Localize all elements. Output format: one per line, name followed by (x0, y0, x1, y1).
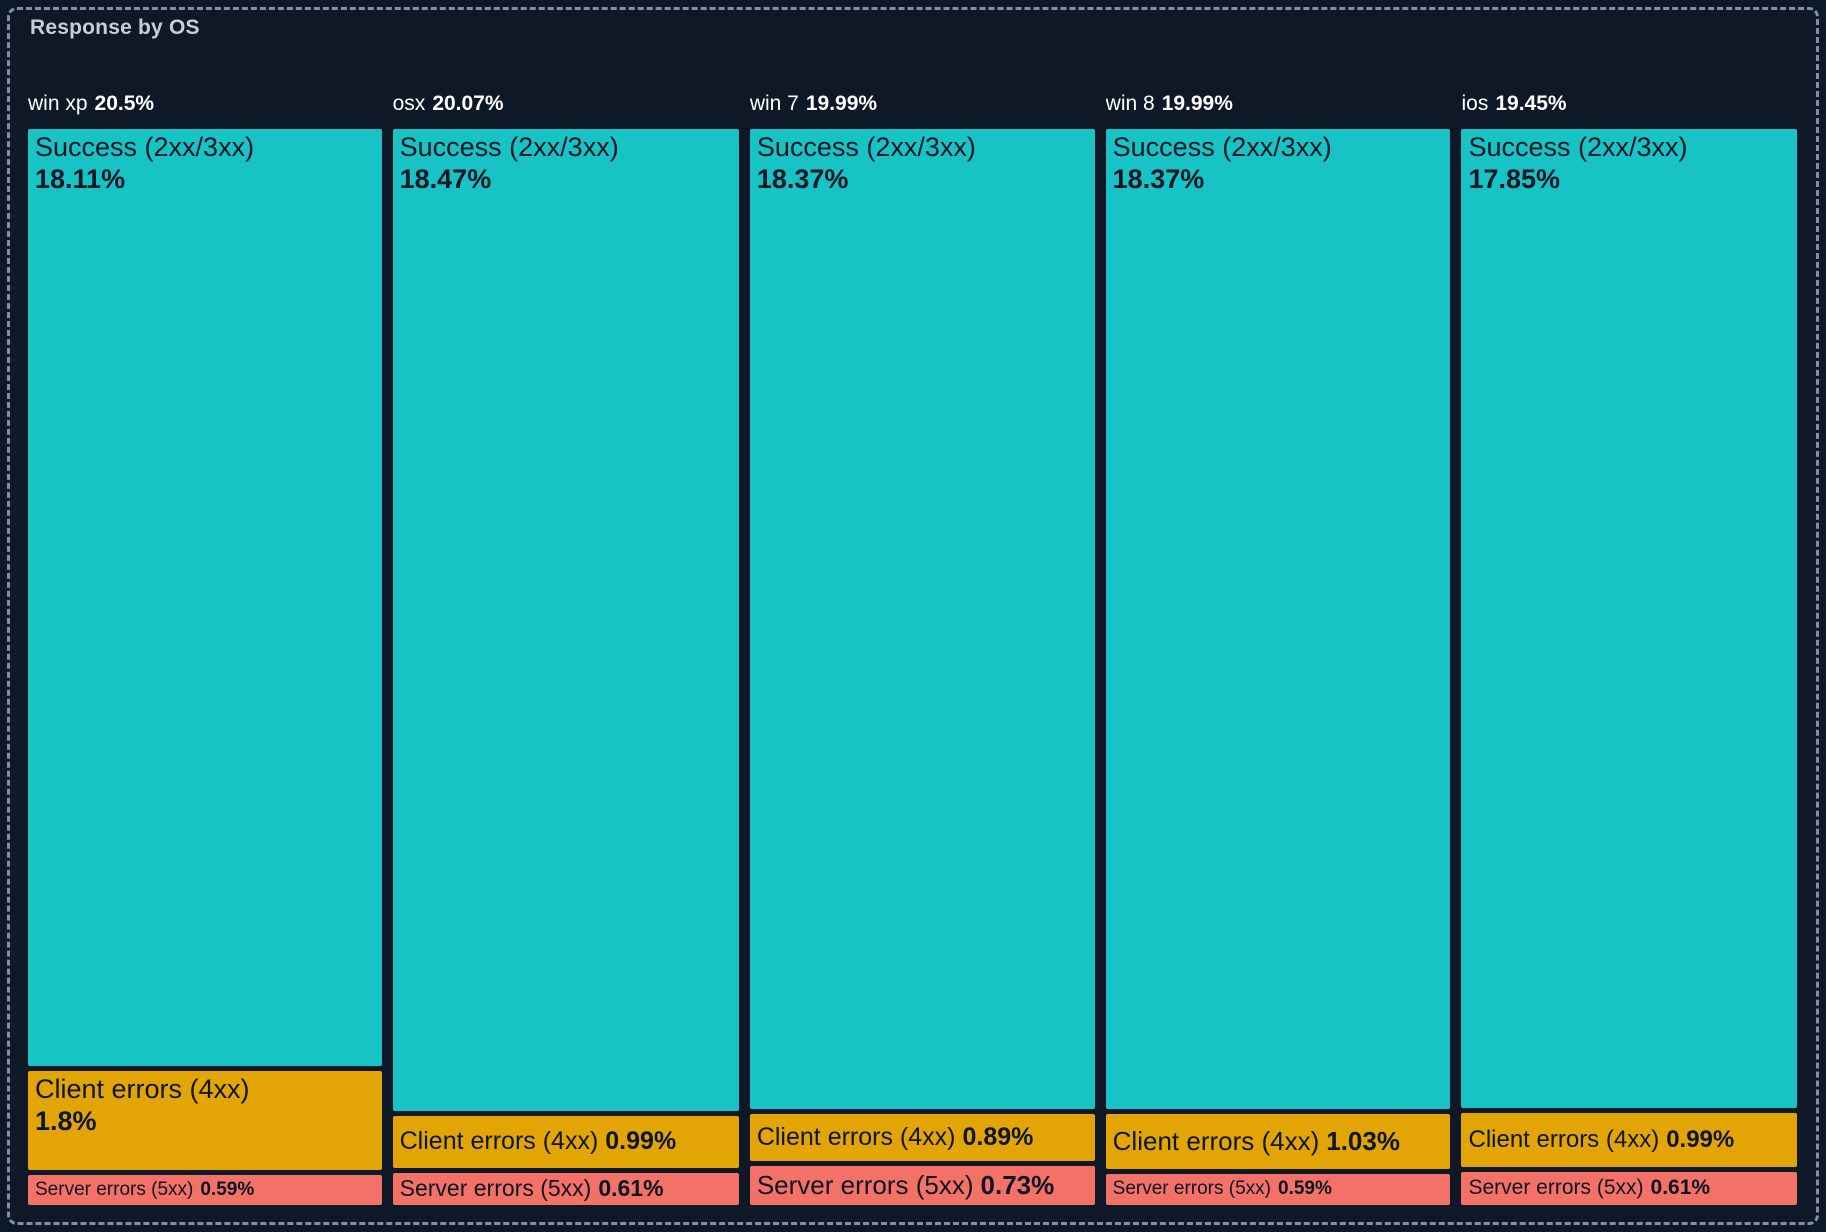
cell-value: 18.11% (35, 163, 126, 194)
column-header-win-8[interactable]: win 8 19.99% (1106, 66, 1451, 129)
treemap-cell-success-win-8[interactable]: Success (2xx/3xx) 18.37% (1105, 129, 1451, 1110)
cell-value: 18.47% (399, 163, 492, 194)
cell-value: 0.61% (598, 1175, 664, 1202)
os-name-label: osx (392, 92, 426, 115)
column-blocks-osx: Success (2xx/3xx) 18.47% Client errors (4x… (392, 129, 739, 1205)
treemap-column-win-8: win 8 19.99% Success (2xx/3xx) 18.37% Client… (1105, 66, 1451, 1205)
os-total-value: 20.07% (432, 92, 504, 115)
treemap-cell-client-win-8[interactable]: Client errors (4xx) 1.03% (1105, 1114, 1451, 1169)
cell-value: 17.85% (1468, 163, 1561, 194)
cell-value: 0.59% (200, 1178, 255, 1200)
cell-label: Client errors (4xx) (1468, 1125, 1660, 1153)
treemap-cell-server-ios[interactable]: Server errors (5xx) 0.61% (1461, 1171, 1797, 1205)
treemap-cell-server-win-7[interactable]: Server errors (5xx) 0.73% (749, 1166, 1095, 1205)
os-name-label: win xp (28, 92, 88, 115)
panel-title: Response by OS (30, 16, 200, 39)
column-blocks-ios: Success (2xx/3xx) 17.85% Client errors (4x… (1461, 129, 1797, 1205)
os-total-value: 19.99% (1161, 92, 1233, 115)
column-blocks-win-8: Success (2xx/3xx) 18.37% Client errors (4x… (1105, 129, 1451, 1205)
os-total-value: 19.45% (1495, 92, 1567, 115)
treemap-column-osx: osx 20.07% Success (2xx/3xx) 18.47% Client e… (392, 66, 739, 1205)
cell-value: 0.59% (1278, 1178, 1332, 1200)
cell-value: 18.37% (1112, 163, 1205, 194)
response-treemap: win xp 20.5% Success (2xx/3xx) 18.11% Client… (28, 66, 1797, 1205)
column-header-win-7[interactable]: win 7 19.99% (750, 66, 1095, 129)
os-name-label: win 7 (749, 92, 799, 115)
cell-value: 18.37% (756, 163, 849, 194)
treemap-column-win-xp: win xp 20.5% Success (2xx/3xx) 18.11% Client… (28, 66, 382, 1205)
cell-label: Client errors (4xx) (1112, 1125, 1320, 1156)
treemap-cell-success-osx[interactable]: Success (2xx/3xx) 18.47% (392, 129, 739, 1111)
treemap-cell-client-win-xp[interactable]: Client errors (4xx) 1.8% (28, 1071, 382, 1170)
cell-label: Success (2xx/3xx) (1468, 132, 1688, 162)
treemap-cell-server-win-8[interactable]: Server errors (5xx) 0.59% (1105, 1173, 1451, 1205)
column-header-ios[interactable]: ios 19.45% (1461, 66, 1797, 129)
treemap-column-win-7: win 7 19.99% Success (2xx/3xx) 18.37% Client… (749, 66, 1095, 1205)
cell-value: 0.89% (962, 1123, 1034, 1152)
column-header-win-xp[interactable]: win xp 20.5% (28, 66, 382, 129)
cell-label: Success (2xx/3xx) (35, 132, 255, 162)
os-name-label: ios (1461, 92, 1489, 115)
cell-label: Success (2xx/3xx) (399, 132, 619, 162)
column-blocks-win-xp: Success (2xx/3xx) 18.11% Client errors (4x… (28, 129, 382, 1205)
treemap-cell-client-ios[interactable]: Client errors (4xx) 0.99% (1461, 1112, 1797, 1167)
treemap-column-ios: ios 19.45% Success (2xx/3xx) 17.85% Client e… (1461, 66, 1797, 1205)
cell-value: 0.61% (1650, 1176, 1711, 1200)
cell-label: Success (2xx/3xx) (756, 132, 976, 162)
os-total-value: 20.5% (94, 92, 155, 115)
cell-label: Server errors (5xx) (399, 1175, 592, 1202)
cell-value: 1.03% (1326, 1125, 1400, 1156)
cell-label: Server errors (5xx) (35, 1178, 194, 1200)
treemap-cell-server-win-xp[interactable]: Server errors (5xx) 0.59% (28, 1174, 382, 1205)
cell-label: Client errors (4xx) (756, 1123, 956, 1152)
cell-label: Server errors (5xx) (1112, 1178, 1272, 1200)
cell-label: Server errors (5xx) (756, 1170, 974, 1201)
os-name-label: win 8 (1105, 92, 1155, 115)
cell-label: Success (2xx/3xx) (1112, 132, 1332, 162)
column-blocks-win-7: Success (2xx/3xx) 18.37% Client errors (4x… (749, 129, 1095, 1205)
cell-value: 0.99% (605, 1127, 677, 1156)
treemap-cell-client-win-7[interactable]: Client errors (4xx) 0.89% (749, 1114, 1095, 1162)
column-header-osx[interactable]: osx 20.07% (393, 66, 739, 129)
treemap-cell-success-win-xp[interactable]: Success (2xx/3xx) 18.11% (28, 129, 382, 1067)
cell-label: Client errors (4xx) (399, 1127, 599, 1156)
cell-value: 0.73% (980, 1170, 1055, 1201)
cell-value: 0.99% (1666, 1125, 1735, 1153)
treemap-cell-client-osx[interactable]: Client errors (4xx) 0.99% (392, 1115, 739, 1168)
treemap-cell-success-ios[interactable]: Success (2xx/3xx) 17.85% (1461, 129, 1797, 1108)
os-total-value: 19.99% (805, 92, 878, 115)
treemap-cell-success-win-7[interactable]: Success (2xx/3xx) 18.37% (749, 129, 1095, 1110)
cell-value: 1.8% (35, 1105, 97, 1136)
treemap-cell-server-osx[interactable]: Server errors (5xx) 0.61% (392, 1172, 739, 1205)
cell-label: Server errors (5xx) (1468, 1176, 1644, 1200)
cell-label: Client errors (4xx) (35, 1074, 250, 1105)
